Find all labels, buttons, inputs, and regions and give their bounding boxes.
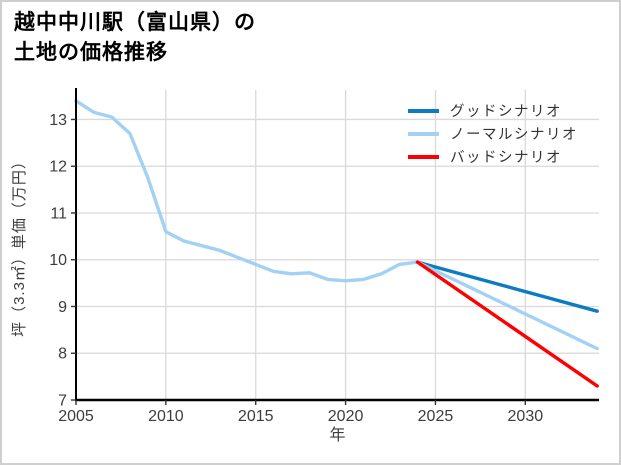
y-tick-label-12: 12 bbox=[49, 159, 67, 176]
y-tick-label-10: 10 bbox=[49, 252, 67, 269]
series-line-historical bbox=[74, 99, 420, 283]
normal-scenario-line-swatch bbox=[408, 131, 439, 136]
chart-title-line1: 越中中川駅（富山県）の bbox=[14, 11, 256, 34]
chart-title-line2: 土地の価格推移 bbox=[14, 40, 168, 64]
legend-label-normal-scenario: ノーマルシナリオ bbox=[450, 127, 578, 143]
legend: グッドシナリオ ノーマルシナリオ バッドシナリオ bbox=[408, 99, 578, 168]
y-tick-label-8: 8 bbox=[58, 346, 67, 363]
y-tick-label-13: 13 bbox=[49, 112, 67, 129]
legend-item-normal-scenario: ノーマルシナリオ bbox=[408, 122, 578, 145]
y-tick-label-9: 9 bbox=[58, 299, 67, 316]
bad-scenario-line-swatch bbox=[408, 154, 439, 159]
y-tick-label-11: 11 bbox=[50, 205, 67, 222]
legend-label-good-scenario: グッドシナリオ bbox=[450, 104, 562, 120]
good-scenario-line-swatch bbox=[408, 108, 439, 113]
x-axis-label: 年 bbox=[329, 426, 345, 444]
x-tick-label-2025: 2025 bbox=[418, 408, 454, 425]
series-line-good-scenario bbox=[415, 260, 599, 313]
legend-label-bad-scenario: バッドシナリオ bbox=[450, 150, 562, 166]
series-line-normal-scenario bbox=[415, 260, 599, 351]
y-tick-label-7: 7 bbox=[58, 393, 67, 410]
legend-item-good-scenario: グッドシナリオ bbox=[408, 99, 578, 122]
x-tick-label-2020: 2020 bbox=[328, 408, 364, 425]
x-tick-label-2030: 2030 bbox=[508, 408, 544, 425]
chart-title: 越中中川駅（富山県）の 土地の価格推移 bbox=[14, 8, 256, 68]
x-tick-label-2015: 2015 bbox=[238, 408, 274, 425]
x-tick-label-2010: 2010 bbox=[148, 408, 184, 425]
legend-item-bad-scenario: バッドシナリオ bbox=[408, 145, 578, 168]
y-axis-label: 坪（3.3㎡）単価（万円） bbox=[11, 153, 28, 337]
x-tick-label-2005: 2005 bbox=[58, 408, 94, 425]
series-line-bad-scenario bbox=[415, 260, 599, 388]
